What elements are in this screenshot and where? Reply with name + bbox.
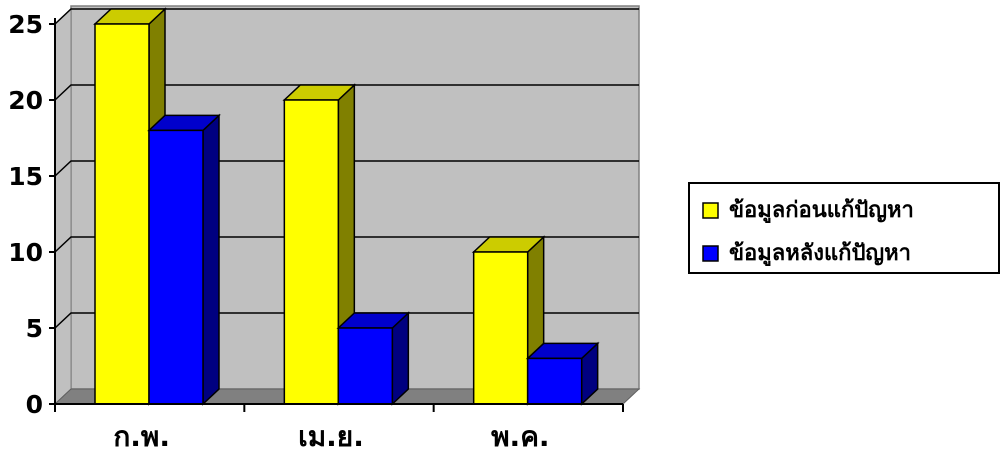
legend-swatch-after: [702, 245, 719, 262]
bar-front: [472, 251, 529, 405]
legend-box: [688, 182, 1000, 274]
bar: [471, 235, 546, 406]
gridline: [54, 84, 639, 101]
legend-label-before: ข้อมูลก่อนแก้ปัญหา: [729, 198, 914, 224]
legend-swatch-before: [702, 202, 719, 219]
y-tick-label: 25: [8, 10, 43, 39]
bar: [525, 341, 600, 406]
gridline: [54, 236, 639, 253]
y-tick-label: 5: [26, 314, 43, 343]
legend-label-after: ข้อมูลหลังแก้ปัญหา: [729, 241, 911, 267]
bar: [336, 311, 411, 406]
side-wall: [54, 7, 72, 406]
y-tick-label: 0: [26, 390, 43, 419]
bar-side: [202, 113, 220, 406]
bar-front: [94, 23, 150, 405]
bar-front: [337, 327, 394, 405]
bar: [147, 113, 221, 406]
axes: 0 5 10 15 20 25 ก.พ. เม.ย. พ.ค.: [8, 10, 624, 453]
gridline: [54, 160, 639, 177]
gridline: [54, 312, 639, 329]
y-tick-label: 15: [8, 162, 43, 191]
bar-front: [526, 357, 583, 405]
y-tick-label: 10: [8, 238, 43, 267]
legend: ข้อมูลก่อนแก้ปัญหา ข้อมูลหลังแก้ปัญหา: [688, 182, 1000, 274]
y-tick-label: 20: [8, 86, 43, 115]
gridline: [54, 8, 639, 25]
bar-front: [283, 99, 340, 405]
x-tick-label: เม.ย.: [298, 420, 364, 453]
bar-front: [148, 129, 204, 405]
x-tick-label: ก.พ.: [113, 420, 170, 453]
bars: [93, 7, 600, 406]
bar: [282, 83, 357, 406]
x-tick-label: พ.ค.: [491, 420, 549, 453]
